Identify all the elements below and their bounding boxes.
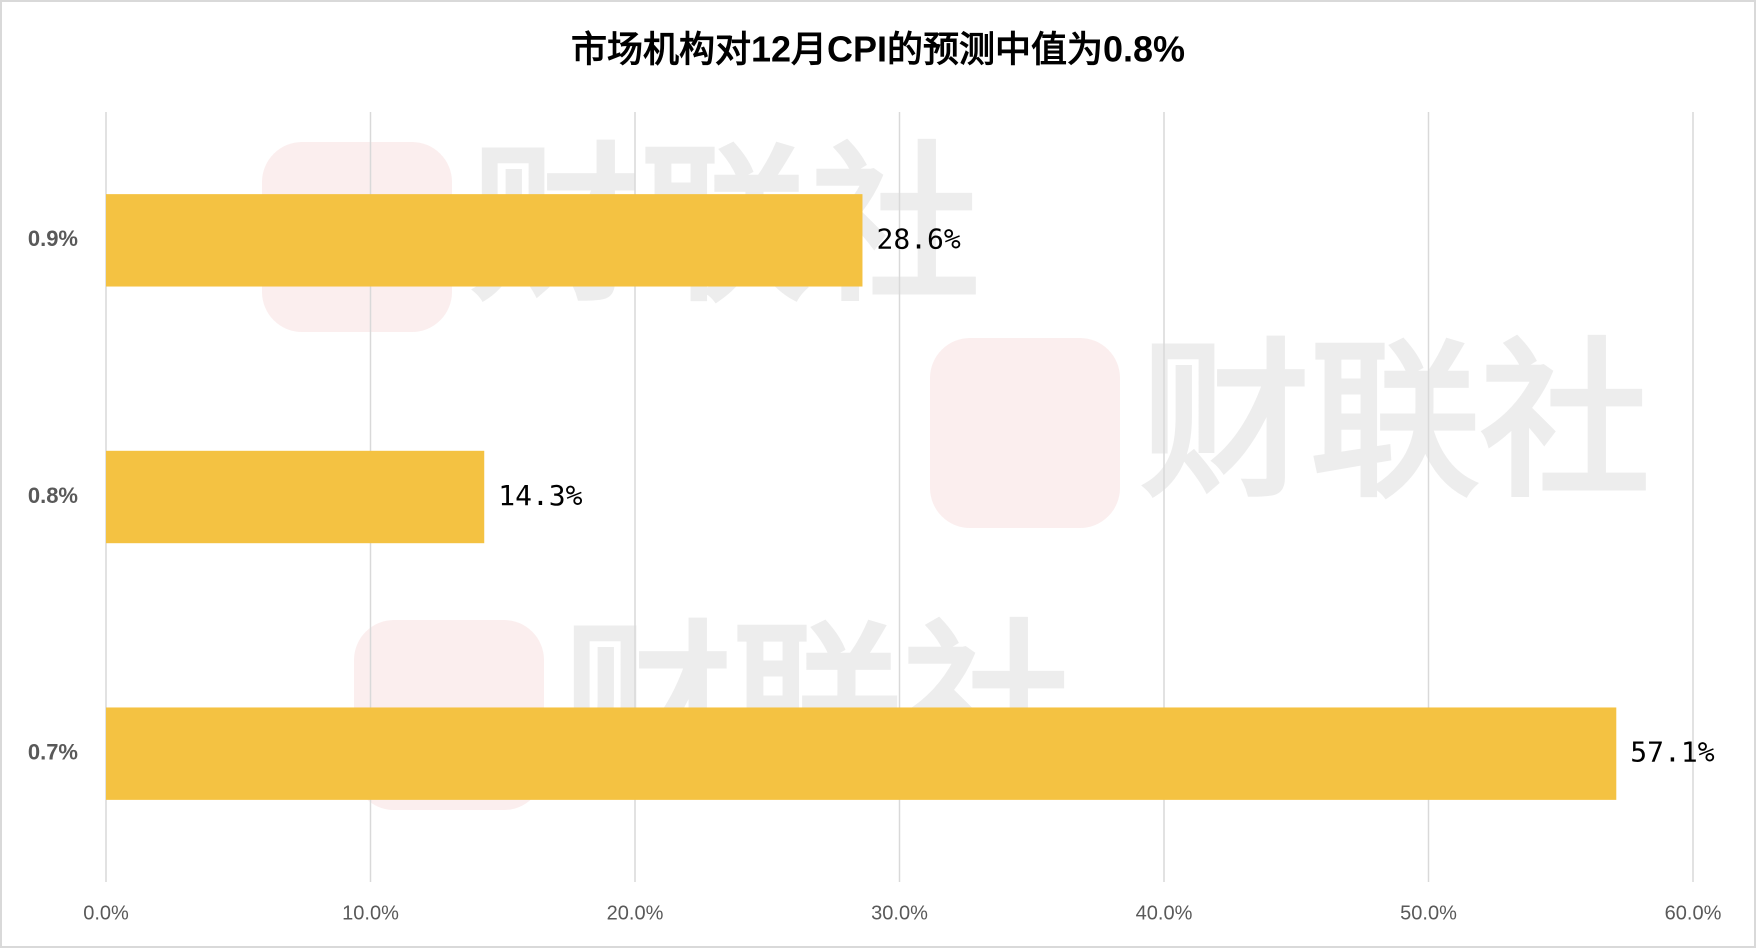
x-tick-label: 30.0%: [871, 902, 928, 924]
y-tick-label: 0.9%: [28, 226, 78, 251]
watermark-logo: [930, 338, 1120, 528]
data-label: 14.3%: [498, 479, 582, 512]
x-tick-label: 20.0%: [607, 902, 664, 924]
data-label: 57.1%: [1630, 736, 1714, 769]
x-tick-label: 40.0%: [1136, 902, 1193, 924]
watermark: 财联社: [1140, 328, 1650, 518]
chart-title: 市场机构对12月CPI的预测中值为0.8%: [571, 29, 1185, 70]
bar: [106, 707, 1617, 800]
watermarks: 财联社 财联社 财联社: [262, 132, 1650, 810]
bar: [106, 194, 863, 287]
bar: [106, 450, 485, 544]
data-label: 28.6%: [876, 222, 960, 255]
x-tick-label: 50.0%: [1400, 902, 1457, 924]
x-tick-label: 0.0%: [83, 902, 129, 924]
x-tick-label: 60.0%: [1665, 902, 1722, 924]
y-tick-label: 0.8%: [28, 483, 78, 508]
y-tick-label: 0.7%: [28, 739, 78, 764]
x-tick-label: 10.0%: [342, 902, 399, 924]
